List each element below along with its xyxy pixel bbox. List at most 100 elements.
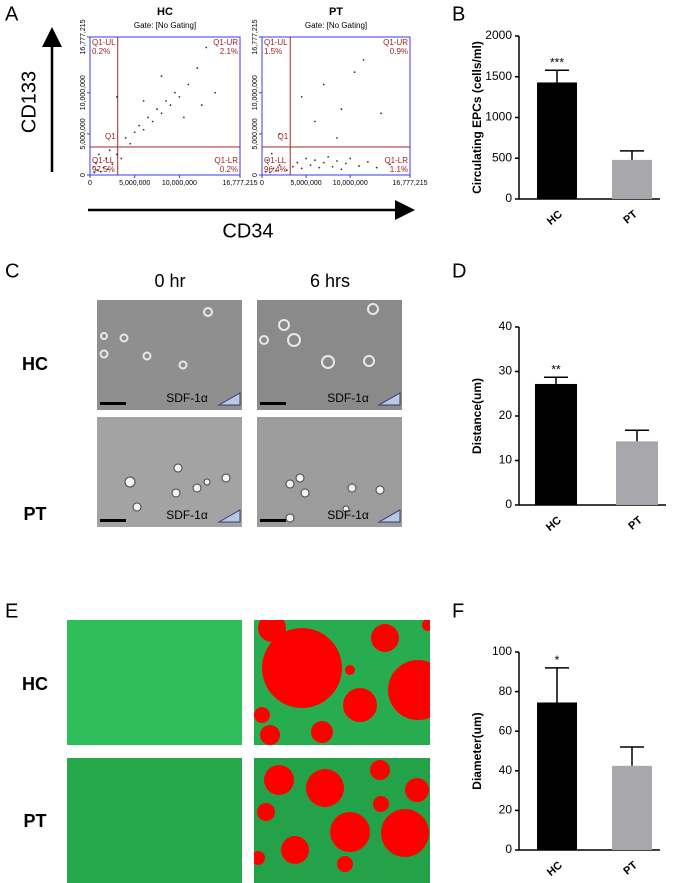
plot-title: PT [329, 6, 343, 18]
event-point [291, 165, 294, 168]
y-axis-label: CD133 [18, 71, 40, 133]
y-axis-label: Diameter(um) [470, 712, 484, 789]
quadrant-label: Q1-UR [213, 38, 238, 47]
event-point [102, 166, 105, 169]
event-point [95, 161, 98, 164]
event-point [300, 95, 303, 98]
event-point [300, 167, 303, 170]
y-tick-label: 60 [499, 723, 513, 737]
y-tick-label: 0 [505, 191, 512, 205]
y-tick-label: 100 [492, 644, 512, 658]
event-point [98, 153, 100, 156]
row-label: HC [22, 354, 48, 374]
event-point [278, 132, 281, 135]
event-point [318, 166, 321, 169]
plot-subtitle: Gate: [No Gating] [134, 21, 196, 30]
significance: * [555, 653, 560, 667]
quadrant-value: 1.1% [390, 165, 408, 174]
row-label: PT [23, 811, 46, 831]
gate-name: Q1 [105, 132, 116, 141]
bar [535, 383, 577, 505]
y-tick-label: 0 [252, 173, 259, 177]
plot-frame [89, 36, 241, 176]
event-point [182, 116, 185, 119]
event-point [120, 157, 123, 160]
event-point [322, 83, 325, 86]
event-point [92, 165, 95, 168]
quadrant-label: Q1-UL [92, 38, 116, 47]
panel-label: C [5, 260, 19, 282]
x-tick-label: HC [545, 859, 565, 878]
event-point [322, 161, 325, 164]
event-point [336, 160, 338, 162]
event-point [309, 164, 312, 167]
event-point [266, 159, 269, 162]
event-point [264, 170, 267, 173]
x-tick-label: PT [621, 208, 640, 226]
event-point [353, 71, 356, 74]
row-label: HC [22, 674, 48, 694]
event-point [214, 91, 217, 94]
gate-name: Q1 [278, 132, 289, 141]
plot-title: HC [157, 6, 173, 18]
x-tick-label: 10,000,000 [333, 180, 368, 187]
quadrant-label: Q1-UR [383, 38, 408, 47]
y-tick-label: 0 [80, 173, 87, 177]
bar [616, 441, 658, 505]
event-point [105, 157, 107, 160]
event-point [278, 164, 281, 167]
quadrant-value: 2.1% [220, 47, 238, 56]
panel-label: B [452, 3, 465, 25]
y-tick-label: 1000 [485, 110, 512, 124]
x-tick-label: 16,777,215 [392, 180, 427, 187]
event-point [296, 161, 299, 164]
event-point [336, 137, 338, 139]
event-point [314, 159, 316, 162]
event-point [305, 157, 308, 160]
plot-subtitle: Gate: [No Gating] [305, 21, 367, 30]
event-point [111, 163, 114, 166]
quadrant-label: Q1-LR [384, 156, 408, 165]
event-point [275, 169, 278, 172]
event-point [375, 166, 378, 169]
event-point [96, 169, 99, 171]
x-tick-label: 5,000,000 [291, 180, 322, 187]
column-label: 6 hrs [310, 271, 350, 291]
y-tick-label: 20 [499, 408, 513, 422]
event-point [93, 171, 96, 174]
y-tick-label: 1500 [485, 69, 512, 83]
event-point [151, 120, 154, 123]
quadrant-label: Q1-LL [264, 156, 287, 165]
event-point [160, 112, 163, 115]
x-tick-label: 0 [260, 180, 264, 187]
event-point [362, 58, 365, 61]
event-point [366, 160, 369, 163]
y-tick-label: 16,777,215 [252, 19, 259, 54]
y-tick-label: 10,000,000 [252, 75, 259, 110]
event-point [327, 156, 330, 158]
stimulus-label: SDF-1α [327, 391, 369, 405]
column-label: 0 hr [154, 271, 185, 291]
y-tick-label: 80 [499, 684, 513, 698]
event-point [340, 108, 343, 111]
event-point [142, 128, 145, 131]
panel-label: F [452, 600, 464, 622]
quadrant-value: 0.2% [92, 47, 110, 56]
bar [537, 702, 577, 850]
event-point [331, 165, 334, 168]
y-tick-label: 0 [505, 497, 512, 511]
quadrant-value: 97.5% [92, 165, 115, 174]
y-axis-label: Circulating EPCs (cells/ml) [470, 41, 484, 194]
event-point [108, 149, 111, 152]
quadrant-label: Q1-LL [92, 156, 115, 165]
event-point [115, 95, 118, 98]
event-point [169, 104, 172, 106]
event-point [138, 124, 141, 127]
event-point [160, 75, 163, 78]
event-point [156, 108, 158, 111]
event-point [269, 171, 271, 174]
panel-label: D [452, 260, 466, 282]
x-tick-label: 5,000,000 [119, 180, 150, 187]
tube-images [67, 620, 430, 883]
